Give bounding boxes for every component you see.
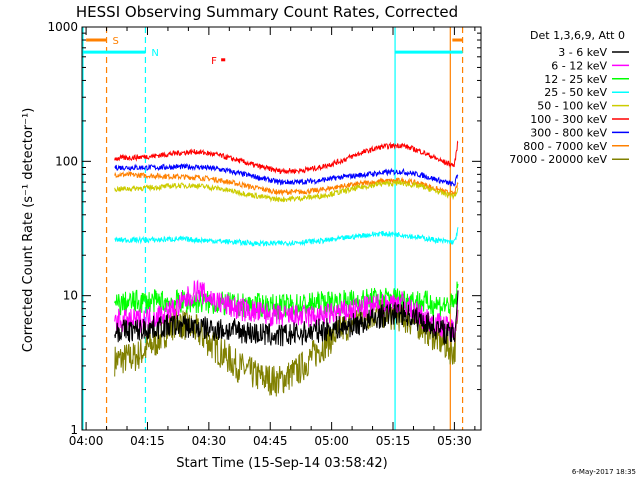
series-line-5	[114, 140, 459, 175]
flag-label-f: F	[211, 56, 217, 67]
legend-label-8: 7000 - 20000 keV	[509, 153, 607, 166]
plot-area: S N F	[82, 27, 464, 430]
series-line-4	[114, 179, 459, 203]
footer-date: 6-May-2017 18:35	[572, 468, 636, 476]
y-tick-label: 10	[63, 289, 78, 303]
series-line-3	[114, 227, 459, 248]
legend-label-0: 3 - 6 keV	[558, 46, 607, 59]
x-tick-label: 05:30	[437, 434, 472, 448]
flag-label-n: N	[151, 48, 158, 59]
x-tick-label: 04:45	[253, 434, 288, 448]
x-tick-label: 04:00	[69, 434, 104, 448]
legend-label-2: 12 - 25 keV	[544, 73, 607, 86]
y-axis-label: Corrected Count Rate (s⁻¹ detector⁻¹)	[21, 108, 36, 353]
legend-title: Det 1,3,6,9, Att 0	[530, 29, 625, 42]
legend-label-6: 300 - 800 keV	[530, 126, 607, 139]
x-tick-label: 04:15	[130, 434, 165, 448]
flag-label-s: S	[113, 36, 119, 47]
x-axis-label: Start Time (15-Sep-14 03:58:42)	[176, 456, 387, 471]
y-tick-label: 1000	[47, 20, 78, 34]
legend-label-4: 50 - 100 keV	[537, 100, 607, 113]
series-line-6	[114, 162, 459, 187]
x-tick-label: 05:00	[314, 434, 349, 448]
series-line-1	[114, 279, 459, 343]
y-tick-label: 1	[70, 423, 78, 437]
x-tick-label: 04:30	[192, 434, 227, 448]
legend-label-5: 100 - 300 keV	[530, 113, 607, 126]
series-line-0	[114, 290, 459, 347]
y-tick-label: 100	[55, 154, 78, 168]
legend-label-1: 6 - 12 keV	[551, 59, 607, 72]
legend-label-3: 25 - 50 keV	[544, 86, 607, 99]
plot-frame	[81, 26, 482, 431]
x-tick-label: 05:15	[376, 434, 411, 448]
legend-label-7: 800 - 7000 keV	[523, 140, 607, 153]
chart-title: HESSI Observing Summary Count Rates, Cor…	[76, 3, 458, 21]
